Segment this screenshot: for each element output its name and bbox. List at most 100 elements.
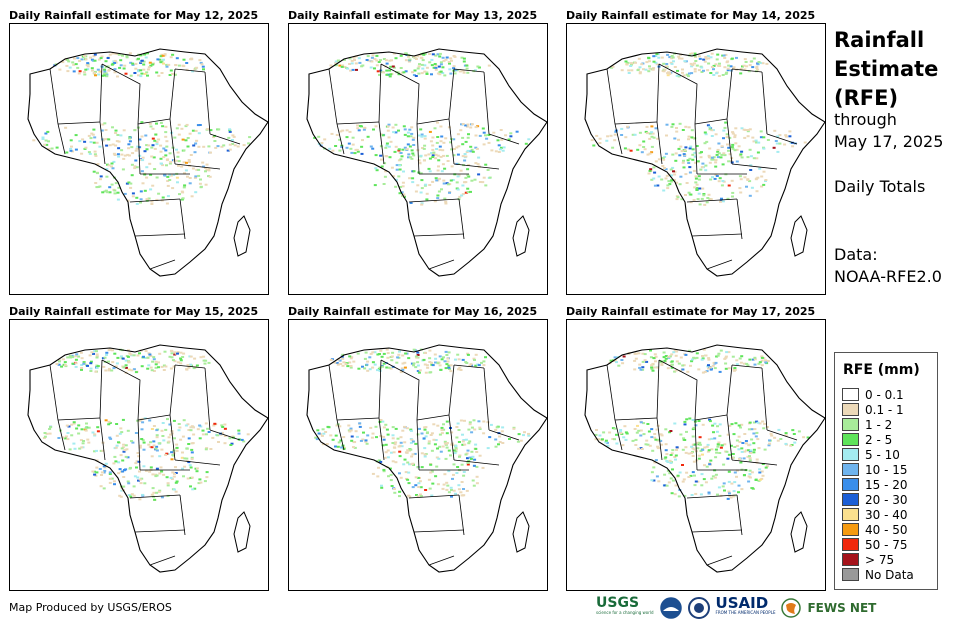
rainfall-cell bbox=[662, 351, 666, 354]
rainfall-cell bbox=[454, 450, 458, 453]
rainfall-cell bbox=[755, 157, 759, 160]
rainfall-cell bbox=[123, 64, 127, 67]
rainfall-cell bbox=[145, 144, 149, 147]
rainfall-cell bbox=[165, 164, 168, 167]
rainfall-cell bbox=[101, 123, 105, 126]
rainfall-cell bbox=[203, 362, 207, 365]
rainfall-cell bbox=[631, 133, 635, 136]
rainfall-cell bbox=[650, 364, 654, 367]
rainfall-cell bbox=[691, 443, 695, 446]
legend-swatch bbox=[842, 493, 859, 506]
rainfall-cell bbox=[95, 141, 99, 144]
rainfall-cell bbox=[334, 60, 338, 63]
rainfall-cell bbox=[151, 360, 155, 363]
rainfall-cell bbox=[613, 133, 617, 136]
rainfall-cell bbox=[391, 442, 395, 444]
rainfall-cell bbox=[702, 194, 706, 197]
rainfall-cell bbox=[447, 60, 451, 63]
rainfall-cell bbox=[128, 140, 132, 143]
rainfall-cell bbox=[661, 165, 665, 167]
rainfall-cell bbox=[714, 173, 718, 176]
rainfall-cell bbox=[731, 453, 735, 455]
rainfall-cell bbox=[434, 157, 438, 160]
rainfall-cell bbox=[466, 191, 470, 193]
rainfall-cell bbox=[412, 136, 416, 139]
rainfall-cell bbox=[666, 469, 670, 472]
rainfall-cell bbox=[765, 465, 769, 468]
rainfall-cell bbox=[494, 445, 498, 448]
rainfall-cell bbox=[177, 160, 181, 163]
rainfall-cell bbox=[445, 446, 449, 449]
rainfall-cell bbox=[381, 420, 385, 423]
rainfall-cell bbox=[87, 151, 91, 154]
rainfall-cell bbox=[674, 152, 678, 155]
rainfall-cell bbox=[642, 433, 646, 436]
rainfall-cell bbox=[354, 62, 358, 65]
rainfall-cell bbox=[137, 460, 141, 463]
rainfall-cell bbox=[93, 59, 97, 62]
rainfall-cell bbox=[414, 442, 418, 445]
rainfall-cell bbox=[437, 159, 441, 162]
country-border bbox=[174, 459, 221, 466]
rainfall-cell bbox=[187, 429, 191, 431]
rainfall-cell bbox=[477, 173, 481, 176]
rainfall-cell bbox=[74, 365, 78, 368]
rainfall-cell bbox=[704, 56, 708, 58]
rainfall-cell bbox=[338, 425, 342, 428]
rainfall-cell bbox=[114, 144, 118, 147]
rainfall-cell bbox=[387, 136, 391, 139]
rainfall-cell bbox=[673, 493, 677, 496]
rainfall-cell bbox=[446, 357, 450, 360]
rainfall-cell bbox=[645, 132, 649, 135]
rainfall-cell bbox=[642, 68, 645, 71]
rainfall-cell bbox=[207, 361, 211, 364]
rainfall-cell bbox=[732, 67, 736, 70]
rainfall-cell bbox=[394, 145, 398, 148]
rainfall-cell bbox=[617, 364, 621, 367]
rainfall-cell bbox=[466, 168, 470, 171]
country-border bbox=[686, 198, 738, 203]
rainfall-cell bbox=[352, 360, 356, 363]
rainfall-cell bbox=[704, 481, 708, 484]
rainfall-cell bbox=[761, 420, 765, 423]
country-border bbox=[49, 68, 59, 125]
rainfall-cell bbox=[157, 138, 161, 141]
rainfall-cell bbox=[122, 485, 126, 488]
rainfall-cell bbox=[730, 179, 734, 182]
rainfall-cell bbox=[371, 361, 375, 364]
rainfall-cell bbox=[670, 179, 674, 182]
rainfall-cell bbox=[176, 155, 180, 158]
madagascar-outline bbox=[233, 511, 251, 553]
rainfall-cell bbox=[443, 442, 447, 445]
rainfall-cell bbox=[123, 449, 127, 452]
rainfall-cell bbox=[674, 454, 678, 457]
rainfall-cell bbox=[461, 443, 465, 446]
rainfall-cell bbox=[171, 471, 175, 474]
rainfall-cell bbox=[205, 163, 209, 166]
rainfall-cell bbox=[195, 470, 199, 473]
rainfall-cell bbox=[421, 147, 424, 149]
rainfall-cell bbox=[755, 141, 758, 144]
rainfall-cell bbox=[425, 192, 429, 195]
rainfall-cell bbox=[165, 476, 169, 479]
rainfall-cell bbox=[410, 463, 414, 466]
rainfall-cell bbox=[731, 355, 735, 358]
rainfall-cell bbox=[464, 453, 468, 456]
rainfall-cell bbox=[153, 168, 157, 170]
rainfall-cell bbox=[714, 161, 718, 164]
rainfall-cell bbox=[104, 462, 108, 465]
rainfall-cell bbox=[691, 419, 695, 421]
rainfall-cell bbox=[144, 469, 148, 472]
rainfall-cell bbox=[70, 145, 73, 148]
rainfall-cell bbox=[778, 142, 782, 145]
rainfall-cell bbox=[727, 453, 731, 456]
rainfall-cell bbox=[486, 169, 490, 171]
rainfall-cell bbox=[175, 57, 179, 60]
rainfall-cell bbox=[384, 146, 388, 149]
rainfall-cell bbox=[143, 72, 147, 75]
rainfall-cell bbox=[150, 155, 154, 158]
rainfall-cell bbox=[664, 177, 668, 180]
rainfall-cell bbox=[760, 470, 764, 473]
rainfall-cell bbox=[137, 70, 140, 73]
rainfall-cell bbox=[387, 475, 390, 478]
